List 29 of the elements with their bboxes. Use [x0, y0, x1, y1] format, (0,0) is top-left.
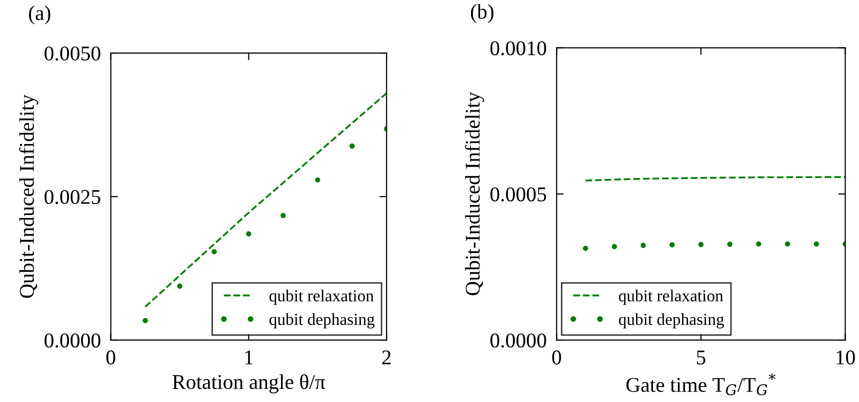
x-tick-label: 5 [696, 350, 706, 364]
y-tick-label: 0.0000 [44, 333, 100, 348]
point [177, 284, 182, 289]
chart-title: (b) [470, 4, 494, 23]
point [349, 143, 355, 149]
legend-label: qubit relaxation [618, 290, 724, 305]
y-tick-label: 0.0005 [490, 187, 546, 202]
point [246, 231, 252, 236]
x-tick-label: 10 [836, 350, 855, 364]
x-tick-label: 0 [106, 350, 116, 364]
point [212, 249, 217, 254]
x-axis-title: Rotation angle θ/π [172, 374, 326, 394]
point [142, 318, 148, 324]
legend-label: qubit dephasing [269, 313, 375, 328]
point [315, 177, 320, 183]
legend-label: qubit relaxation [269, 290, 374, 305]
y-axis-title: Qubit-Induced Infidelity [464, 92, 484, 296]
x-axis-title: Gate time T$_{G}$/T$_{G}$$^{*}$ [626, 373, 776, 396]
x-tick-label: 0 [552, 350, 562, 364]
legend-label: qubit dephasing [618, 313, 724, 328]
chart-title: (a) [29, 5, 50, 24]
y-tick-label: 0.0050 [44, 46, 100, 61]
x-tick-label: 2 [382, 350, 391, 364]
point [280, 212, 286, 218]
x-tick-label: 1 [245, 350, 253, 364]
y-tick-label: 0.0000 [490, 333, 546, 348]
y-tick-label: 0.0025 [44, 190, 100, 204]
y-axis-title: Qubit-Induced Infidelity [19, 94, 38, 298]
y-tick-label: 0.0010 [490, 41, 546, 56]
